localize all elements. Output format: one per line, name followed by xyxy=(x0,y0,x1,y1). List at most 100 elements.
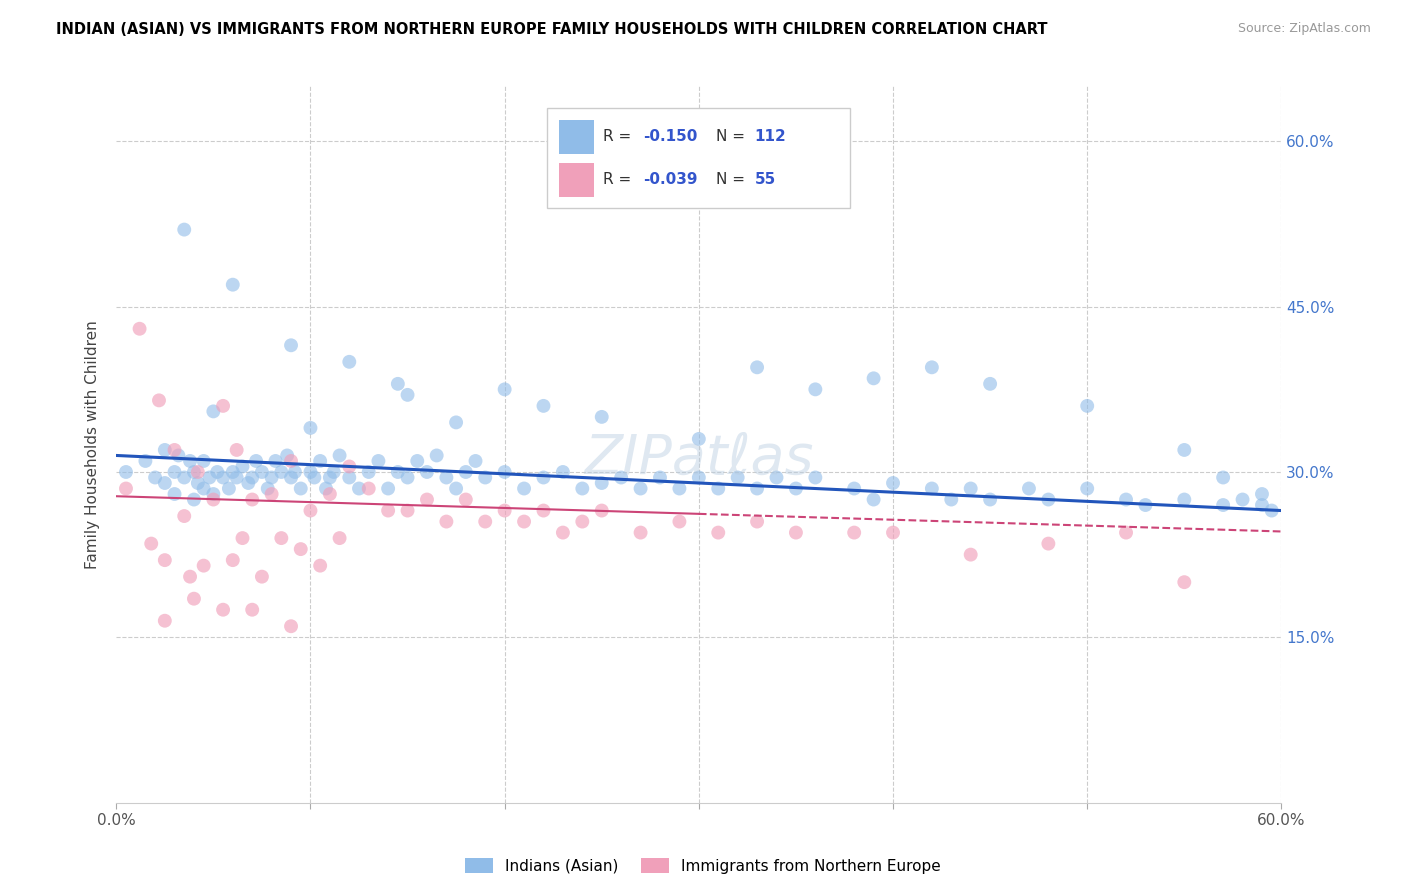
Point xyxy=(648,470,671,484)
Point xyxy=(218,482,240,496)
Point xyxy=(153,442,176,457)
Text: N =: N = xyxy=(716,129,751,144)
Point xyxy=(163,465,186,479)
Point xyxy=(299,421,322,435)
Point xyxy=(240,470,263,484)
Point xyxy=(1115,525,1137,540)
Point xyxy=(416,492,439,507)
Point xyxy=(337,355,360,369)
Point xyxy=(1018,482,1040,496)
Point xyxy=(187,465,209,479)
Point xyxy=(212,603,235,617)
Point xyxy=(396,470,419,484)
Point xyxy=(280,470,302,484)
Point xyxy=(304,470,326,484)
Point xyxy=(231,531,253,545)
Y-axis label: Family Households with Children: Family Households with Children xyxy=(86,320,100,569)
Text: R =: R = xyxy=(603,172,637,187)
Point xyxy=(454,465,477,479)
Point xyxy=(309,558,332,573)
Point xyxy=(347,482,370,496)
Point xyxy=(245,454,267,468)
Text: ZIPatℓas: ZIPatℓas xyxy=(583,433,814,485)
Point xyxy=(222,277,245,292)
Point xyxy=(707,525,730,540)
Point xyxy=(256,482,278,496)
Point xyxy=(329,531,352,545)
Point xyxy=(785,482,807,496)
Point xyxy=(319,487,342,501)
Point xyxy=(610,470,633,484)
Point xyxy=(167,449,190,463)
Point xyxy=(1038,536,1060,550)
Point xyxy=(804,382,827,396)
Point xyxy=(668,482,690,496)
Point xyxy=(571,482,593,496)
Point xyxy=(765,470,787,484)
Point xyxy=(464,454,486,468)
Point xyxy=(591,475,613,490)
Point xyxy=(862,492,884,507)
Point xyxy=(882,475,904,490)
Point xyxy=(668,515,690,529)
Point xyxy=(494,382,516,396)
Point xyxy=(785,525,807,540)
Point xyxy=(202,404,225,418)
Point xyxy=(290,542,312,557)
Point xyxy=(276,449,298,463)
Point xyxy=(222,465,245,479)
Point xyxy=(143,470,166,484)
Point xyxy=(921,482,943,496)
Point xyxy=(202,487,225,501)
Point xyxy=(377,503,399,517)
Point xyxy=(183,591,205,606)
Point xyxy=(387,376,409,391)
Text: 55: 55 xyxy=(755,172,776,187)
Point xyxy=(745,360,768,375)
Point xyxy=(1076,399,1098,413)
Legend: Indians (Asian), Immigrants from Northern Europe: Indians (Asian), Immigrants from Norther… xyxy=(460,852,946,880)
Point xyxy=(231,459,253,474)
Point xyxy=(1251,498,1274,512)
Point xyxy=(225,470,247,484)
Point xyxy=(444,416,467,430)
Point xyxy=(367,454,389,468)
Point xyxy=(426,449,449,463)
Point xyxy=(979,376,1001,391)
Point xyxy=(804,470,827,484)
Point xyxy=(250,569,273,583)
FancyBboxPatch shape xyxy=(560,120,593,154)
Point xyxy=(309,454,332,468)
Point xyxy=(396,503,419,517)
Point xyxy=(115,465,138,479)
Point xyxy=(315,482,337,496)
Point xyxy=(1173,442,1195,457)
Point xyxy=(959,482,981,496)
Point xyxy=(319,470,342,484)
Point xyxy=(240,492,263,507)
Point xyxy=(198,470,221,484)
Point xyxy=(533,470,555,484)
Point xyxy=(513,515,536,529)
Point xyxy=(1076,482,1098,496)
Point xyxy=(844,482,866,496)
Point xyxy=(202,492,225,507)
Point xyxy=(179,454,201,468)
Point xyxy=(406,454,429,468)
Point xyxy=(260,470,283,484)
Point xyxy=(357,465,380,479)
FancyBboxPatch shape xyxy=(560,163,593,197)
Point xyxy=(1212,498,1234,512)
Point xyxy=(212,399,235,413)
Point xyxy=(959,548,981,562)
Point xyxy=(270,465,292,479)
Point xyxy=(290,482,312,496)
Point xyxy=(844,525,866,540)
Point xyxy=(128,322,150,336)
Point xyxy=(434,470,457,484)
Point xyxy=(1232,492,1254,507)
Text: INDIAN (ASIAN) VS IMMIGRANTS FROM NORTHERN EUROPE FAMILY HOUSEHOLDS WITH CHILDRE: INDIAN (ASIAN) VS IMMIGRANTS FROM NORTHE… xyxy=(56,22,1047,37)
Point xyxy=(225,442,247,457)
Point xyxy=(163,487,186,501)
Point xyxy=(153,614,176,628)
